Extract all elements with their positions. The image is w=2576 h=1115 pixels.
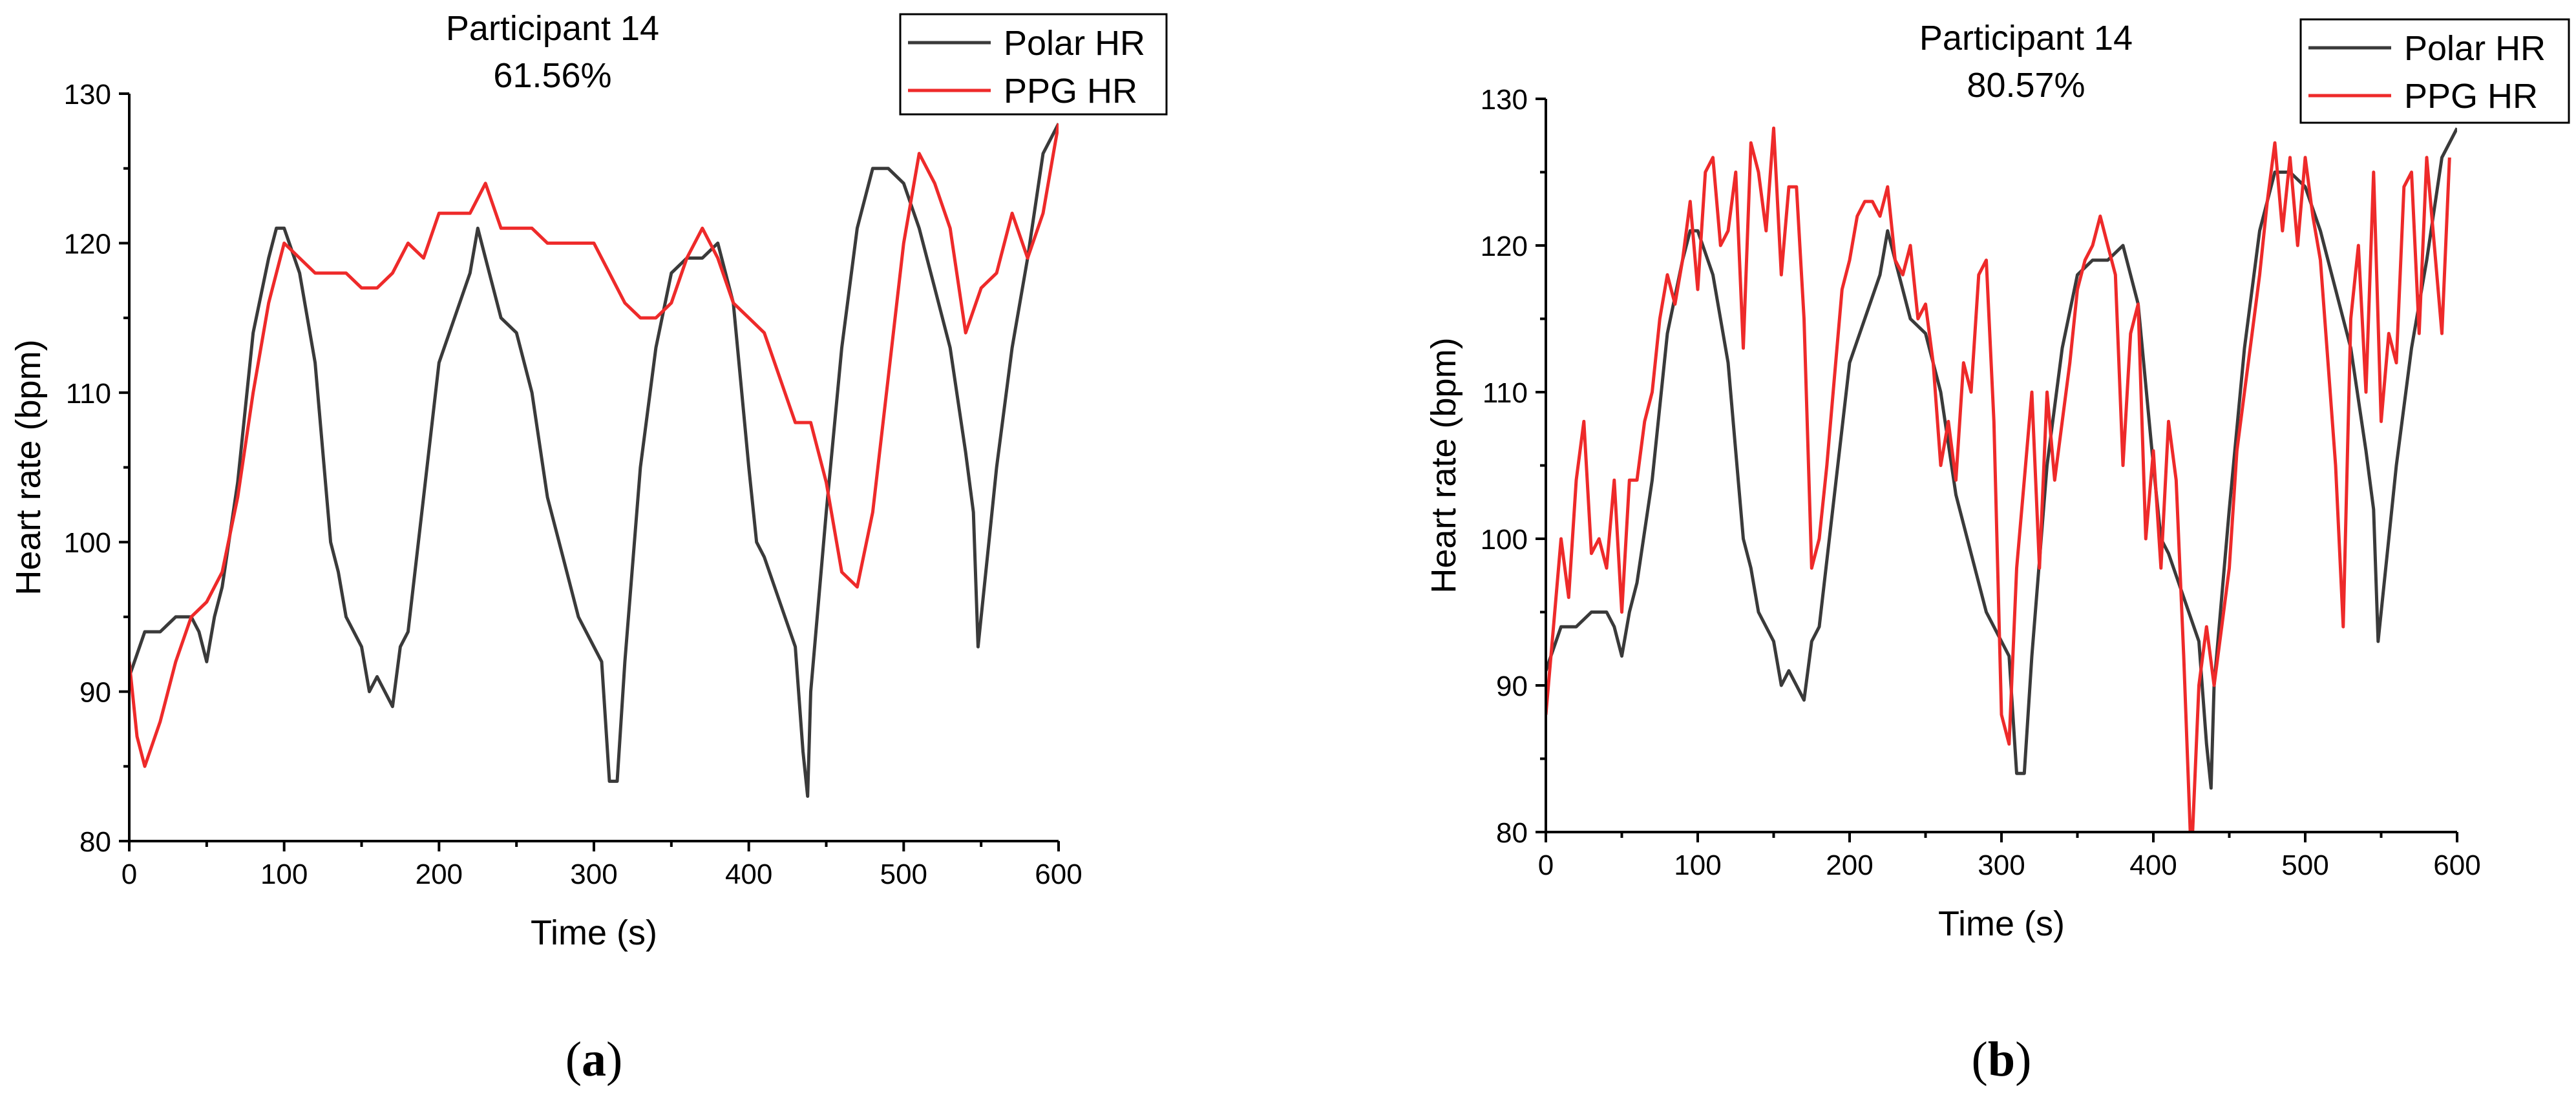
x-tick-label: 200 <box>1826 849 1873 881</box>
panel-caption: (a) <box>565 1032 623 1087</box>
series-line-ppg-hr <box>129 123 1059 768</box>
series-line-polar-hr <box>129 123 1059 798</box>
caption-open-paren: ( <box>1972 1032 1988 1087</box>
caption-open-paren: ( <box>565 1032 582 1087</box>
caption-close-paren: ) <box>2015 1032 2031 1087</box>
chart-panel-a: 0 100 200 300 400 500 600 80 90 100 110 120 130 Time … <box>9 9 1168 1087</box>
x-tick-label: 100 <box>1674 849 1721 881</box>
chart-panel-b: 0 100 200 300 400 500 600 80 90 100 110 120 130 Time … <box>1424 18 2570 1087</box>
x-axis-label: Time (s) <box>531 913 657 952</box>
x-tick-label: 400 <box>2129 849 2177 881</box>
panel-caption: (b) <box>1972 1032 2032 1087</box>
x-tick-label: 200 <box>416 859 463 890</box>
x-tick-label: 400 <box>725 859 772 890</box>
x-tick-label: 600 <box>1035 859 1082 890</box>
legend-label-polar-hr: Polar HR <box>2404 29 2546 68</box>
x-tick-label: 300 <box>570 859 617 890</box>
y-tick-label: 100 <box>1481 524 1528 556</box>
y-tick-label: 130 <box>1481 84 1528 116</box>
series-line-ppg-hr <box>1546 126 2451 832</box>
chart-subtitle: 80.57% <box>1967 66 2085 105</box>
legend-label-polar-hr: Polar HR <box>1004 24 1145 63</box>
x-tick-label: 600 <box>2433 849 2480 881</box>
x-tick-label: 300 <box>1978 849 2025 881</box>
y-tick-label: 90 <box>1496 671 1528 702</box>
y-tick-label: 80 <box>1496 817 1528 849</box>
y-tick-label: 120 <box>64 228 111 260</box>
legend-box <box>899 13 1168 116</box>
x-axis-label: Time (s) <box>1938 904 2065 943</box>
caption-close-paren: ) <box>606 1032 622 1087</box>
legend-label-ppg-hr: PPG HR <box>2404 77 2538 116</box>
x-tick-label: 0 <box>121 859 137 890</box>
y-tick-label: 110 <box>1483 377 1528 409</box>
caption-letter: b <box>1988 1032 2015 1087</box>
y-axis-label: Heart rate (bpm) <box>1424 337 1463 593</box>
y-tick-label: 120 <box>1481 231 1528 262</box>
x-tick-label: 0 <box>1538 849 1554 881</box>
x-tick-label: 100 <box>260 859 308 890</box>
y-tick-label: 100 <box>64 527 111 559</box>
chart-title: Participant 14 <box>446 9 659 48</box>
y-tick-label: 130 <box>64 79 111 110</box>
x-tick-label: 500 <box>880 859 927 890</box>
legend-label-ppg-hr: PPG HR <box>1004 72 1137 110</box>
chart-subtitle: 61.56% <box>493 56 611 95</box>
y-tick-label: 90 <box>79 677 111 709</box>
x-tick-label: 500 <box>2281 849 2328 881</box>
caption-letter: a <box>582 1032 606 1087</box>
y-tick-label: 80 <box>79 826 111 858</box>
y-tick-label: 110 <box>66 378 111 410</box>
chart-title: Participant 14 <box>1919 19 2133 57</box>
legend-box <box>2299 18 2570 124</box>
y-axis-label: Heart rate (bpm) <box>9 339 48 595</box>
